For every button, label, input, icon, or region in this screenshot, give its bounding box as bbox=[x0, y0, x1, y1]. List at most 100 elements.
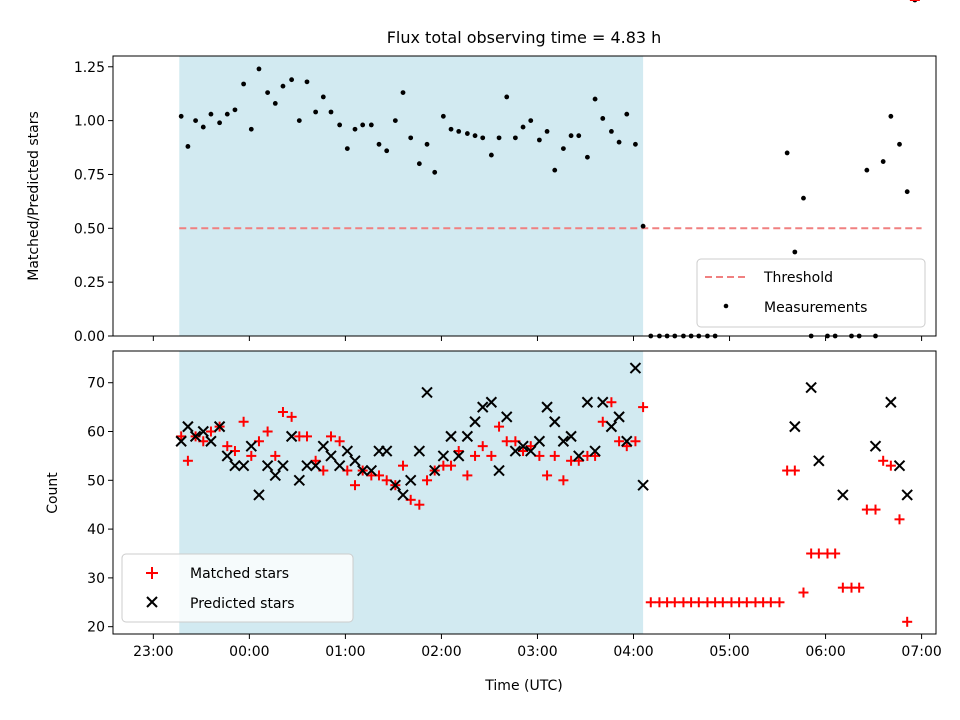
measurement-point bbox=[224, 111, 230, 117]
predicted-star-point bbox=[413, 445, 426, 457]
matched-star-point bbox=[238, 416, 249, 427]
x-tick-label: 07:00 bbox=[901, 644, 941, 660]
measurement-point bbox=[633, 141, 638, 147]
matched-star-point bbox=[774, 597, 785, 608]
predicted-star-point bbox=[525, 445, 537, 457]
predicted-star-point bbox=[213, 420, 226, 433]
top-y-tick-label: 0.75 bbox=[74, 167, 105, 183]
measurement-point bbox=[600, 116, 606, 121]
predicted-star-point bbox=[581, 396, 594, 408]
predicted-star-point bbox=[589, 445, 601, 457]
measurement-point bbox=[328, 109, 334, 115]
matched-star-point bbox=[894, 514, 905, 525]
top-panel: 0.00 0.25 0.50 0.75 1.00 1.25 Matched/Predict… bbox=[26, 0, 937, 345]
matched-star-point bbox=[693, 597, 704, 608]
bottom-y-tick-label: 60 bbox=[87, 425, 105, 441]
top-x-ticks bbox=[152, 336, 923, 341]
predicted-star-point bbox=[245, 440, 257, 452]
top-y-tick-label: 1.00 bbox=[74, 114, 105, 130]
matched-star-point bbox=[630, 436, 641, 447]
top-y-tick-label: 1.25 bbox=[74, 60, 105, 76]
measurement-point bbox=[496, 135, 502, 141]
predicted-star-point bbox=[805, 381, 817, 394]
matched-star-point bbox=[854, 582, 865, 593]
measurement-point bbox=[488, 152, 494, 158]
measurement-point bbox=[392, 118, 398, 124]
matched-star-point bbox=[549, 450, 560, 461]
x-tick-label: 02:00 bbox=[421, 644, 461, 660]
measurement-point bbox=[464, 131, 470, 136]
measurement-point bbox=[784, 150, 790, 156]
measurement-point bbox=[400, 90, 406, 96]
predicted-star-point bbox=[813, 455, 825, 467]
predicted-star-point bbox=[517, 440, 529, 452]
predicted-star-point bbox=[175, 435, 187, 447]
predicted-star-point bbox=[389, 479, 402, 491]
matched-star-point bbox=[614, 436, 625, 447]
matched-star-point bbox=[621, 441, 632, 452]
measurement-point bbox=[424, 141, 430, 147]
matched-star-point bbox=[453, 446, 464, 457]
measurement-point bbox=[904, 189, 910, 195]
x-tick-label: 04:00 bbox=[613, 644, 653, 660]
measurement-point bbox=[472, 133, 478, 139]
bottom-y-tick-label: 40 bbox=[87, 522, 105, 538]
top-y-tick-label: 0.50 bbox=[74, 221, 105, 237]
matched-star-point bbox=[414, 499, 425, 510]
predicted-star-point bbox=[533, 435, 546, 447]
measurement-point bbox=[178, 113, 184, 119]
measurement-point bbox=[640, 223, 646, 229]
predicted-star-point bbox=[237, 459, 250, 472]
matched-star-point bbox=[518, 446, 529, 457]
measurement-point bbox=[360, 122, 366, 128]
predicted-star-point bbox=[453, 450, 465, 462]
matched-star-point bbox=[870, 504, 881, 515]
bottom-legend: Matched stars Predicted stars bbox=[121, 553, 354, 623]
top-shaded-region bbox=[179, 56, 644, 336]
matched-star-point bbox=[861, 504, 872, 515]
predicted-star-point bbox=[182, 420, 194, 433]
measurement-point bbox=[801, 195, 806, 201]
matched-star-point bbox=[262, 426, 273, 437]
bottom-legend-box bbox=[121, 553, 354, 623]
predicted-star-point bbox=[189, 430, 202, 443]
predicted-star-point bbox=[429, 464, 441, 477]
measurement-point bbox=[248, 126, 254, 132]
predicted-star-point bbox=[333, 459, 346, 472]
predicted-stars-points bbox=[175, 362, 913, 501]
matched-star-point bbox=[334, 436, 345, 447]
bottom-panel: 20 30 40 50 60 70 23:00 00:00 01:00 02:00 03:00 04… bbox=[45, 0, 942, 694]
predicted-star-point bbox=[229, 459, 241, 472]
predicted-star-point bbox=[621, 435, 633, 447]
predicted-star-point bbox=[293, 474, 306, 487]
matched-star-point bbox=[222, 441, 233, 452]
predicted-star-point bbox=[261, 459, 274, 472]
matched-star-point bbox=[597, 416, 608, 427]
predicted-star-point bbox=[301, 459, 313, 472]
matched-star-point bbox=[765, 597, 776, 608]
matched-star-point bbox=[606, 397, 617, 408]
measurement-point bbox=[416, 161, 422, 167]
predicted-star-point bbox=[901, 489, 913, 501]
measurement-point bbox=[193, 118, 198, 124]
matched-star-point bbox=[542, 470, 553, 481]
measurement-point bbox=[609, 128, 614, 134]
measurement-point bbox=[897, 141, 902, 147]
measurement-point bbox=[304, 79, 310, 85]
predicted-star-point bbox=[509, 445, 522, 457]
matched-star-point bbox=[830, 548, 841, 559]
matched-star-point bbox=[645, 597, 656, 608]
top-legend: Threshold Measurements bbox=[696, 258, 926, 328]
predicted-star-point bbox=[365, 464, 378, 477]
measurement-point bbox=[256, 66, 262, 72]
measurement-point bbox=[376, 141, 382, 147]
measurement-point bbox=[528, 118, 534, 124]
top-y-tick-label: 0.25 bbox=[74, 275, 105, 291]
measurement-point bbox=[576, 133, 582, 139]
matched-star-point bbox=[277, 406, 288, 417]
measurement-point bbox=[456, 128, 462, 134]
measurement-point bbox=[536, 137, 542, 143]
x-axis-label: Time (UTC) bbox=[484, 678, 562, 694]
measurements-legend-label: Measurements bbox=[764, 300, 867, 316]
